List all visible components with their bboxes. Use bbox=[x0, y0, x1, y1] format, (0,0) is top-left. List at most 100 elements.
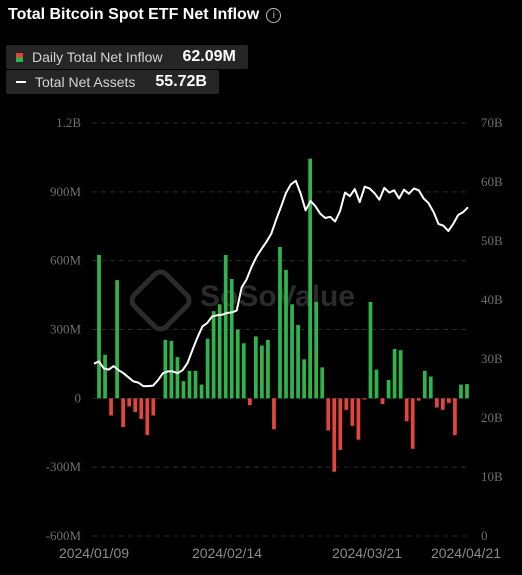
inflow-bar[interactable] bbox=[266, 339, 270, 399]
inflow-bar[interactable] bbox=[199, 384, 204, 399]
watermark-text: SoSoValue bbox=[200, 280, 355, 313]
x-tick-label: 2024/02/14 bbox=[192, 545, 262, 561]
inflow-bar[interactable] bbox=[410, 398, 415, 449]
left-tick-label: 600M bbox=[50, 253, 82, 268]
right-tick-label: 0 bbox=[481, 528, 488, 543]
inflow-bar[interactable] bbox=[356, 398, 361, 440]
inflow-bar[interactable] bbox=[434, 398, 439, 408]
x-axis: 2024/01/09 2024/02/14 2024/03/21 2024/04/21 bbox=[59, 545, 501, 561]
inflow-bar[interactable] bbox=[205, 338, 210, 399]
inflow-bar[interactable] bbox=[97, 254, 101, 399]
chart-title: Total Bitcoin Spot ETF Net Inflow bbox=[8, 6, 260, 23]
left-tick-label: -600M bbox=[46, 528, 82, 543]
legend-inflow-value: 62.09M bbox=[182, 48, 236, 65]
legend-item-assets[interactable]: Total Net Assets 55.72B bbox=[6, 70, 219, 94]
inflow-bar[interactable] bbox=[260, 345, 264, 399]
inflow-bar[interactable] bbox=[416, 398, 421, 401]
inflow-bar[interactable] bbox=[404, 398, 409, 422]
inflow-bar[interactable] bbox=[241, 343, 246, 399]
right-tick-label: 10B bbox=[481, 469, 503, 484]
inflow-bar[interactable] bbox=[326, 398, 331, 431]
inflow-bar[interactable] bbox=[380, 398, 385, 405]
legend-inflow-label: Daily Total Net Inflow bbox=[32, 49, 163, 65]
inflow-bar[interactable] bbox=[211, 311, 216, 399]
inflow-bar[interactable] bbox=[314, 301, 319, 399]
inflow-bar[interactable] bbox=[332, 398, 337, 472]
bar-swatch-icon bbox=[16, 52, 23, 62]
inflow-bar[interactable] bbox=[223, 254, 228, 399]
x-tick-label: 2024/04/21 bbox=[431, 545, 501, 561]
inflow-bar[interactable] bbox=[163, 339, 168, 399]
legend-item-inflow[interactable]: Daily Total Net Inflow 62.09M bbox=[6, 45, 248, 69]
line-series bbox=[93, 179, 469, 388]
inflow-bar[interactable] bbox=[428, 376, 433, 399]
left-axis: 1.2B 900M 600M 300M 0 -300M -600M bbox=[46, 115, 82, 543]
inflow-bar[interactable] bbox=[296, 324, 300, 399]
inflow-bar[interactable] bbox=[290, 304, 294, 399]
right-tick-label: 70B bbox=[481, 115, 503, 130]
inflow-bar[interactable] bbox=[374, 369, 379, 399]
line-swatch-icon bbox=[16, 81, 26, 83]
inflow-bar[interactable] bbox=[235, 329, 240, 399]
inflow-bar[interactable] bbox=[302, 359, 306, 399]
inflow-bar[interactable] bbox=[217, 304, 222, 399]
right-axis: 70B 60B 50B 40B 30B 20B 10B 0 bbox=[481, 115, 503, 543]
left-tick-label: 1.2B bbox=[56, 115, 81, 130]
inflow-bar[interactable] bbox=[253, 336, 258, 399]
inflow-bar[interactable] bbox=[151, 398, 156, 416]
bar-series bbox=[97, 158, 469, 472]
inflow-bar[interactable] bbox=[368, 301, 373, 399]
legend-assets-label: Total Net Assets bbox=[35, 74, 136, 90]
inflow-bar[interactable] bbox=[320, 367, 325, 399]
chart-header: Total Bitcoin Spot ETF Net Inflow i bbox=[8, 6, 282, 24]
inflow-bar[interactable] bbox=[284, 269, 288, 399]
left-tick-label: 900M bbox=[50, 184, 82, 199]
inflow-bar[interactable] bbox=[109, 398, 113, 416]
inflow-bar[interactable] bbox=[272, 398, 276, 430]
inflow-bar[interactable] bbox=[133, 398, 138, 413]
inflow-bar[interactable] bbox=[175, 357, 180, 399]
right-tick-label: 30B bbox=[481, 351, 503, 366]
info-icon[interactable]: i bbox=[266, 7, 282, 23]
inflow-bar[interactable] bbox=[465, 384, 469, 399]
inflow-bar[interactable] bbox=[344, 398, 349, 410]
inflow-bar[interactable] bbox=[459, 384, 463, 399]
inflow-bar[interactable] bbox=[247, 398, 252, 406]
inflow-bar[interactable] bbox=[229, 279, 234, 399]
inflow-bar[interactable] bbox=[453, 398, 457, 436]
inflow-bar[interactable] bbox=[278, 246, 282, 399]
inflow-bar[interactable] bbox=[121, 398, 126, 428]
inflow-bar[interactable] bbox=[350, 398, 355, 426]
inflow-bar[interactable] bbox=[386, 379, 391, 399]
inflow-bar[interactable] bbox=[139, 398, 144, 419]
inflow-bar[interactable] bbox=[193, 370, 198, 399]
right-tick-label: 40B bbox=[481, 292, 503, 307]
inflow-bar[interactable] bbox=[145, 398, 150, 436]
inflow-bar[interactable] bbox=[338, 398, 343, 450]
inflow-bar[interactable] bbox=[422, 370, 427, 399]
inflow-bar[interactable] bbox=[308, 158, 313, 399]
inflow-bar[interactable] bbox=[362, 398, 367, 400]
inflow-bar[interactable] bbox=[447, 398, 451, 403]
left-tick-label: -300M bbox=[46, 459, 82, 474]
left-tick-label: 0 bbox=[75, 390, 82, 405]
right-tick-label: 60B bbox=[481, 174, 503, 189]
x-tick-label: 2024/01/09 bbox=[59, 545, 129, 561]
net-assets-line[interactable] bbox=[93, 179, 469, 388]
inflow-bar[interactable] bbox=[103, 354, 107, 399]
inflow-bar[interactable] bbox=[392, 349, 397, 399]
left-tick-label: 300M bbox=[50, 322, 82, 337]
x-tick-label: 2024/03/21 bbox=[332, 545, 402, 561]
inflow-bar[interactable] bbox=[187, 370, 192, 399]
right-tick-label: 50B bbox=[481, 233, 503, 248]
inflow-bar[interactable] bbox=[398, 350, 403, 399]
inflow-bar[interactable] bbox=[440, 398, 445, 410]
watermark: SoSoValue bbox=[129, 269, 355, 332]
right-tick-label: 20B bbox=[481, 410, 503, 425]
inflow-bar[interactable] bbox=[181, 381, 186, 399]
legend-assets-value: 55.72B bbox=[155, 73, 207, 90]
inflow-bar[interactable] bbox=[127, 398, 132, 407]
inflow-bar[interactable] bbox=[169, 340, 174, 399]
inflow-bar[interactable] bbox=[115, 280, 119, 399]
